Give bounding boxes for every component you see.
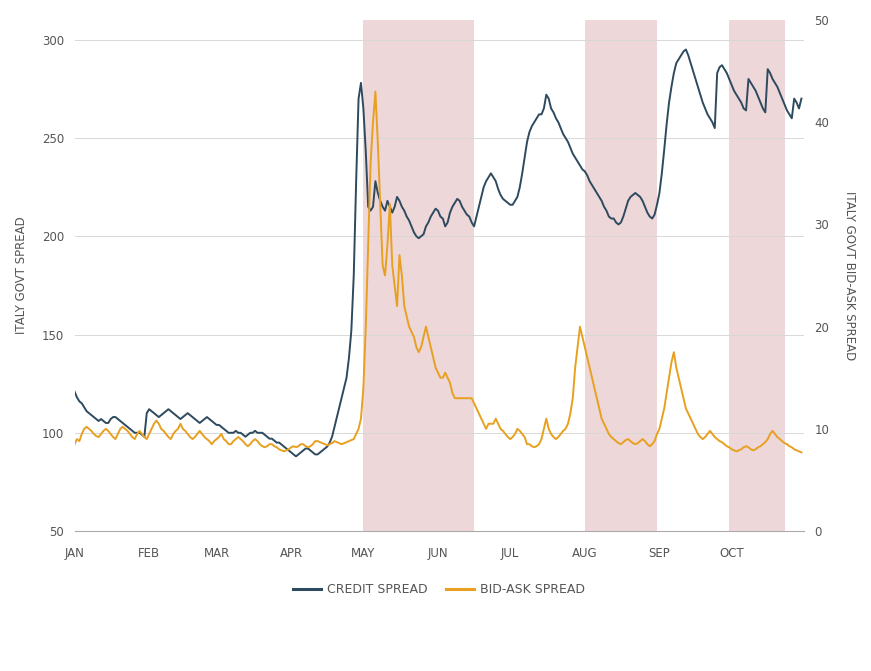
- Bar: [363, 20, 474, 531]
- Y-axis label: ITALY GOVT SPREAD: ITALY GOVT SPREAD: [15, 217, 28, 334]
- Y-axis label: ITALY GOVT BID-ASK SPREAD: ITALY GOVT BID-ASK SPREAD: [843, 191, 856, 360]
- Bar: [729, 20, 785, 531]
- Legend: CREDIT SPREAD, BID-ASK SPREAD: CREDIT SPREAD, BID-ASK SPREAD: [288, 578, 591, 601]
- Bar: [584, 20, 657, 531]
